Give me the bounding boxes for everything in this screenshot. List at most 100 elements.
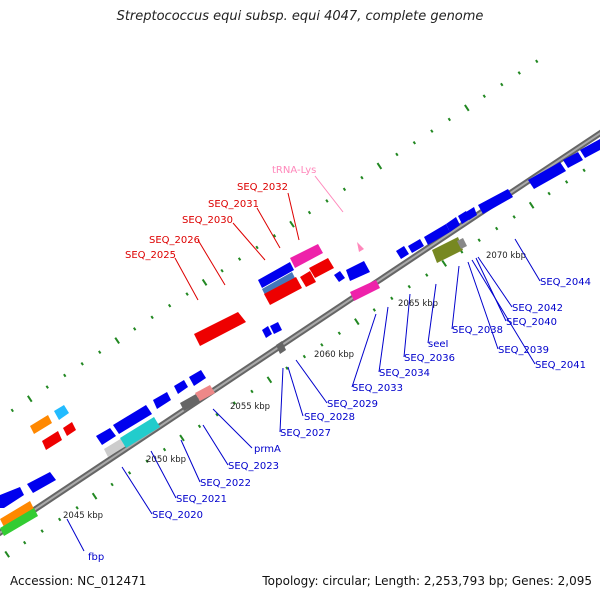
tick-mark (337, 331, 342, 336)
tick-mark (425, 273, 429, 277)
gene-arrow (96, 428, 116, 445)
tick-mark (320, 343, 324, 347)
gene-label: SEQ_2044 (540, 277, 591, 288)
tick-mark (464, 104, 470, 112)
gene-arrow (309, 258, 334, 278)
tick-mark (547, 191, 551, 196)
blue-gene-labels: fbp SEQ_2020 SEQ_2021 SEQ_2022 SEQ_2023 … (88, 277, 591, 563)
tick-mark (500, 82, 504, 87)
gene-label: SEQ_2039 (498, 345, 549, 356)
tick-mark (372, 308, 376, 312)
tick-mark (63, 373, 67, 378)
tick-mark (482, 94, 486, 99)
gene-label: seeI (428, 339, 448, 350)
gene-arrow (563, 152, 583, 168)
tick-mark (582, 168, 586, 173)
tick-mark (477, 238, 481, 242)
gene-label: SEQ_2023 (228, 461, 279, 472)
gene-arrow (63, 422, 76, 436)
gene-arrow (42, 431, 62, 450)
tick-mark (390, 296, 394, 301)
tick-mark (80, 362, 84, 366)
gene-arrow (346, 261, 370, 281)
gene-label: SEQ_2022 (200, 478, 251, 489)
tick-mark (10, 408, 14, 413)
forward-genes (0, 139, 600, 536)
gene-arrow (270, 322, 282, 334)
gene-arrow (0, 487, 24, 508)
tick-mark (272, 234, 277, 238)
gene-arrow (580, 139, 600, 158)
gene-arrow (120, 417, 160, 448)
gene-label: SEQ_2030 (182, 215, 233, 226)
tick-mark (98, 350, 102, 354)
gene-arrow (54, 405, 69, 420)
gene-arrow (432, 237, 463, 263)
gene-label: SEQ_2027 (280, 428, 331, 439)
tick-mark (114, 337, 120, 345)
gene-arrow (0, 508, 38, 536)
tick-mark (564, 180, 569, 184)
tick-mark (133, 327, 137, 331)
tick-mark (289, 220, 295, 228)
tick-mark (232, 401, 237, 405)
tick-mark (75, 505, 79, 510)
gene-label: fbp (88, 552, 104, 563)
tick-marks (4, 59, 586, 558)
leader-lines (66, 175, 541, 552)
tick-mark (220, 268, 224, 273)
accession-text: Accession: NC_012471 (10, 574, 147, 588)
gene-arrow (446, 217, 460, 232)
scale-label: 2065 kbp (398, 299, 438, 309)
tick-mark (40, 529, 44, 533)
gene-label: prmA (254, 444, 281, 455)
gene-arrow (528, 162, 566, 189)
gene-arrow (396, 246, 409, 259)
gene-arrow (258, 262, 294, 288)
tick-mark (266, 376, 273, 384)
scale-label: 2060 kbp (314, 350, 354, 360)
gene-label: SEQ_2032 (237, 182, 288, 193)
tick-mark (23, 540, 27, 545)
tick-mark (342, 187, 347, 192)
gene-arrow (180, 394, 200, 411)
gene-arrow (350, 280, 380, 301)
gene-arrow (104, 438, 126, 457)
tick-mark (447, 117, 452, 122)
gene-label: SEQ_2041 (535, 360, 586, 371)
summary-text: Topology: circular; Length: 2,253,793 bp… (262, 574, 592, 588)
tick-mark (197, 424, 202, 429)
scale-labels: 2045 kbp 2050 kbp 2055 kbp 2060 kbp 2065… (63, 251, 526, 521)
tick-mark (185, 292, 189, 296)
tick-mark (110, 482, 114, 487)
tick-mark (150, 315, 154, 320)
gene-label: SEQ_2031 (208, 199, 259, 210)
tick-mark (45, 385, 49, 389)
scale-label: 2045 kbp (63, 511, 103, 521)
gene-arrow (300, 271, 316, 287)
gene-label: SEQ_2028 (304, 412, 355, 423)
gene-arrow (424, 224, 450, 245)
tick-mark (127, 471, 132, 475)
scale-label: 2055 kbp (230, 402, 270, 412)
gene-arrow (334, 271, 345, 282)
gene-arrow (262, 326, 272, 338)
gene-arrow (27, 472, 56, 493)
gene-arrow (457, 238, 467, 249)
gene-label: SEQ_2042 (512, 303, 563, 314)
tick-mark (91, 492, 98, 500)
tick-mark (512, 215, 516, 219)
map-title: Streptococcus equi subsp. equi 4047, com… (116, 9, 484, 24)
gene-label: SEQ_2034 (379, 368, 430, 379)
tick-mark (325, 199, 329, 203)
tick-mark (250, 389, 254, 394)
gene-arrow (264, 277, 302, 305)
genome-backbone (0, 129, 600, 537)
tick-mark (255, 245, 259, 250)
gene-label: SEQ_2020 (152, 510, 203, 521)
tick-mark (302, 354, 307, 359)
gene-arrow (194, 312, 246, 346)
gene-arrow (153, 392, 171, 409)
gene-arrow (189, 370, 206, 386)
tick-mark (27, 395, 33, 403)
